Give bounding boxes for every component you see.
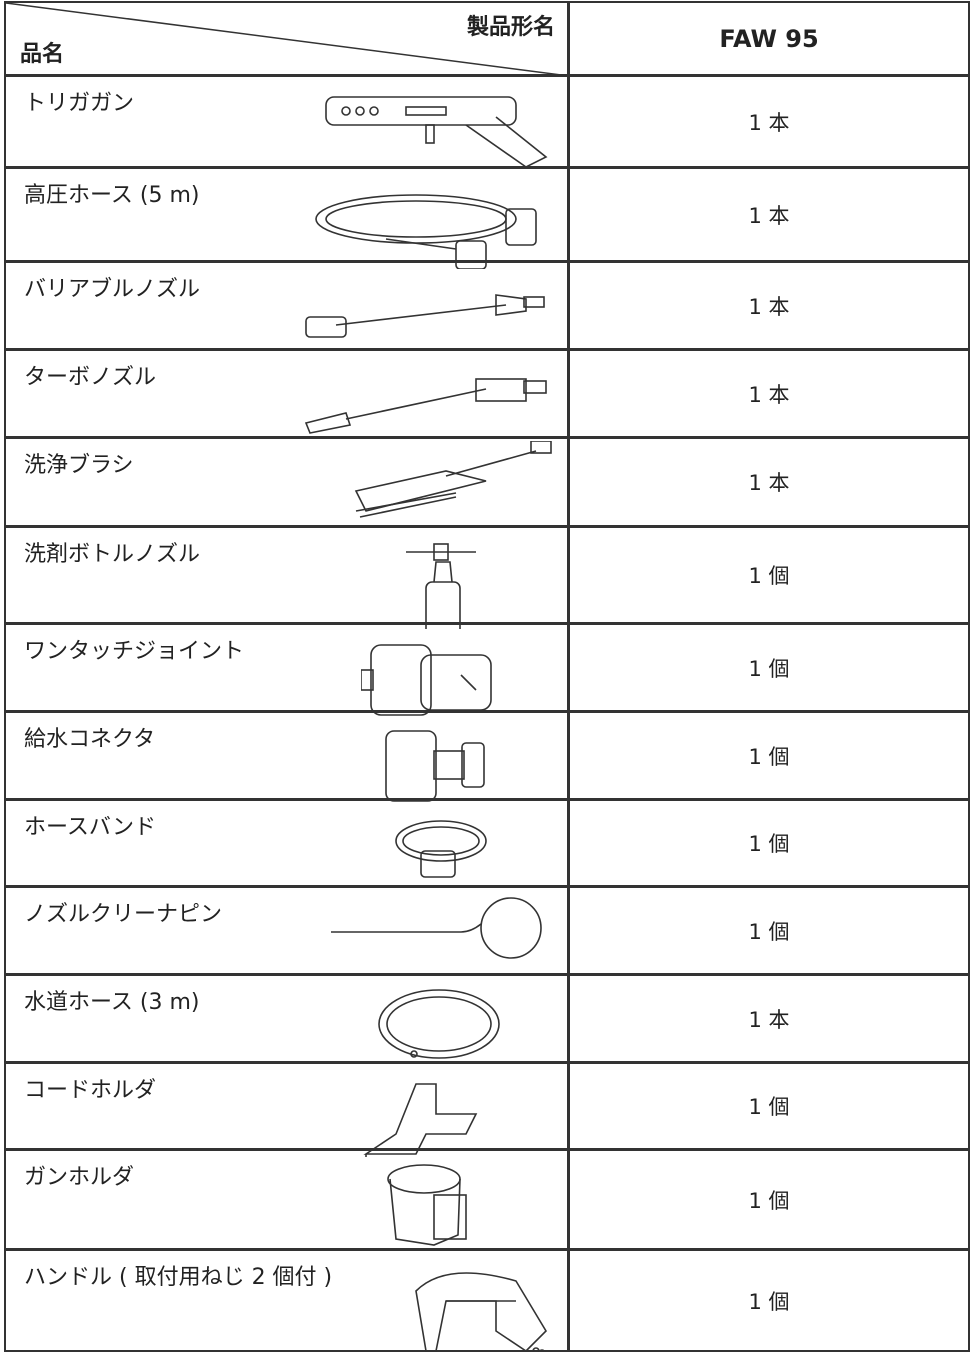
item-name: 洗剤ボトルノズル (24, 542, 201, 567)
header-model: FAW 95 (568, 1, 970, 76)
item-cell: トリガガン (4, 75, 569, 168)
quantity: 1 本 (748, 382, 790, 407)
quantity: 1 個 (748, 1188, 790, 1213)
item-name: トリガガン (24, 91, 135, 116)
item-cell: ノズルクリーナピン (4, 886, 569, 975)
item-cell: ハンドル ( 取付用ねじ 2 個付 ) (4, 1249, 569, 1352)
item-cell: ターボノズル (4, 349, 569, 438)
item-illustration (361, 644, 492, 716)
item-cell: コードホルダ (4, 1062, 569, 1157)
qty-cell: 1 本 (568, 167, 970, 262)
quantity: 1 個 (748, 564, 790, 588)
diagonal (6, 3, 569, 76)
item-illustration (378, 989, 500, 1059)
qty-cell: 1 本 (568, 75, 970, 168)
item-name: コードホルダ (24, 1078, 157, 1103)
quantity: 1 本 (748, 471, 790, 495)
item-illustration (315, 194, 537, 269)
item-illustration (304, 378, 547, 434)
item-name: ターボノズル (24, 365, 157, 390)
qty-cell: 1 個 (568, 711, 970, 800)
item-cell: ガンホルダ (4, 1149, 569, 1250)
quantity: 1 個 (748, 656, 790, 681)
item-name: 洗浄ブラシ (24, 453, 134, 478)
item-name: ハンドル ( 取付用ねじ 2 個付 ) (24, 1265, 333, 1290)
model: FAW 95 (719, 24, 819, 53)
item-illustration (363, 1083, 478, 1157)
qty-cell: 1 個 (568, 1062, 970, 1150)
item-illustration (387, 1164, 467, 1246)
quantity: 1 本 (748, 294, 790, 319)
item-illustration (415, 1272, 548, 1352)
name-label: 品名 (20, 42, 65, 67)
item-name: ワンタッチジョイント (24, 639, 245, 664)
item-cell: 洗浄ブラシ (4, 437, 569, 527)
qty-cell: 1 個 (568, 623, 970, 712)
model-label: 製品形名 (466, 15, 555, 40)
quantity: 1 個 (748, 744, 790, 769)
qty-cell: 1 本 (568, 437, 970, 527)
quantity: 1 個 (748, 919, 790, 944)
item-cell: ホースバンド (4, 799, 569, 887)
qty-cell: 1 本 (568, 974, 970, 1063)
qty-cell: 1 本 (568, 261, 970, 350)
item-cell: 高圧ホース (5 m) (4, 167, 569, 269)
qty-cell: 1 個 (568, 526, 970, 624)
item-cell: 給水コネクタ (4, 711, 569, 802)
item-name: 高圧ホース (5 m) (24, 183, 200, 208)
quantity: 1 個 (748, 832, 790, 856)
item-illustration (385, 730, 485, 802)
quantity: 1 本 (748, 110, 790, 135)
item-illustration (354, 441, 552, 518)
item-cell: 水道ホース (3 m) (4, 974, 569, 1063)
item-cell: バリアブルノズル (4, 261, 569, 350)
item-illustration (395, 820, 487, 878)
qty-cell: 1 本 (568, 349, 970, 438)
item-cell: ワンタッチジョイント (4, 623, 569, 716)
item-illustration (406, 543, 476, 629)
item-name: ノズルクリーナピン (24, 902, 223, 927)
item-cell: 洗剤ボトルノズル (4, 526, 569, 629)
item-illustration (305, 294, 545, 338)
quantity: 1 本 (748, 1007, 790, 1032)
quantity: 1 本 (748, 203, 790, 228)
item-name: 給水コネクタ (24, 727, 156, 752)
qty-cell: 1 個 (568, 1249, 970, 1352)
item-name: ガンホルダ (24, 1165, 135, 1190)
item-name: バリアブルノズル (24, 277, 201, 302)
qty-cell: 1 個 (568, 1149, 970, 1250)
quantity: 1 個 (748, 1095, 790, 1119)
header-corner: 製品形名 品名 (4, 1, 569, 76)
item-illustration (325, 96, 548, 168)
quantity: 1 個 (748, 1289, 790, 1314)
qty-cell: 1 個 (568, 799, 970, 887)
item-name: 水道ホース (3 m) (24, 990, 200, 1015)
item-illustration (331, 897, 542, 959)
qty-cell: 1 個 (568, 886, 970, 975)
item-name: ホースバンド (24, 815, 157, 840)
